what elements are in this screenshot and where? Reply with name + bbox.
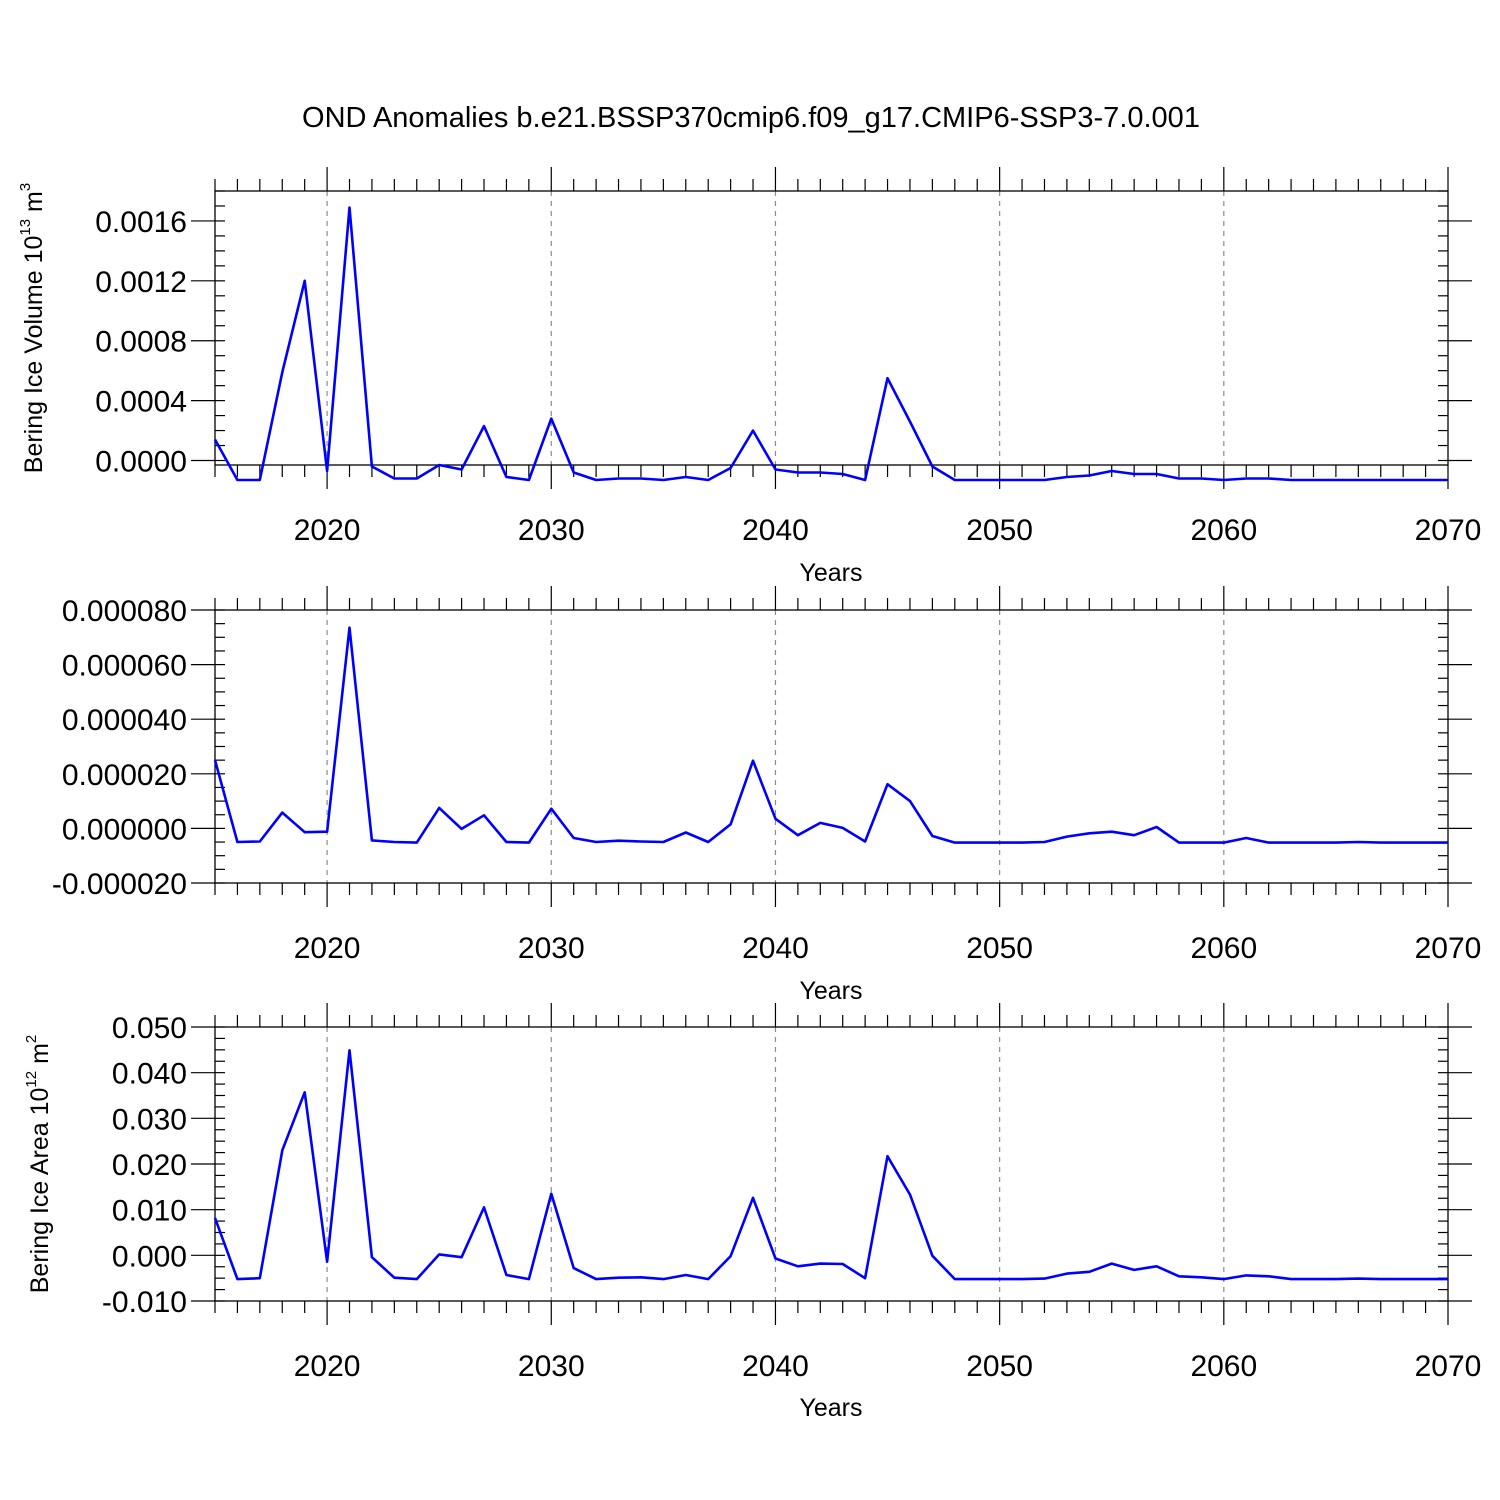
panel-middle: -0.000020 0.000000 0.000020 0.000040 0.00006… (52, 586, 1482, 1005)
x-tick-label: 2060 (1190, 1350, 1257, 1383)
y-tick-label: 0.010 (112, 1195, 187, 1228)
x-tick-label: 2050 (966, 932, 1033, 965)
y-tick-label: 0.000000 (62, 813, 187, 846)
y-tick-label: 0.0004 (95, 386, 187, 419)
y-tick-labels: -0.000020 0.000000 0.000020 0.000040 0.00006… (52, 595, 187, 901)
plot-frame (214, 1026, 1449, 1302)
x-gridlines (326, 191, 1225, 465)
y-tick-labels: 0.0000 0.0004 0.0008 0.0012 0.0016 (95, 206, 187, 479)
x-tick-label: 2020 (294, 514, 361, 547)
series-line (213, 206, 1448, 482)
y-tick-label: 0.030 (112, 1103, 187, 1136)
y-tick-label: 0.0008 (95, 326, 187, 359)
x-tick-label: 2060 (1190, 514, 1257, 547)
axis-ticks (191, 586, 1472, 907)
y-tick-label: -0.010 (102, 1286, 187, 1319)
x-tick-label: 2070 (1415, 932, 1482, 965)
x-gridlines (326, 1027, 1225, 1301)
y-tick-label: 0.000080 (62, 595, 187, 628)
y-tick-label: 0.040 (112, 1058, 187, 1091)
x-tick-label: 2050 (966, 514, 1033, 547)
y-tick-labels: -0.010 0.000 0.010 0.020 0.030 0.040 0.050 (102, 1012, 187, 1319)
y-tick-label: 0.020 (112, 1149, 187, 1182)
y-tick-label: 0.000040 (62, 704, 187, 737)
x-tick-label: 2040 (742, 1350, 809, 1383)
x-tick-label: 2040 (742, 932, 809, 965)
x-tick-label: 2060 (1190, 932, 1257, 965)
panel-ice-area: -0.010 0.000 0.010 0.020 0.030 0.040 0.050 202… (23, 1003, 1481, 1422)
y-axis-title: Bering Ice Volume 1013 m3 (17, 183, 48, 473)
axis-ticks (191, 1003, 1472, 1325)
y-tick-label: 0.000 (112, 1240, 187, 1273)
x-axis-title: Years (799, 1394, 862, 1422)
x-tick-label: 2020 (294, 932, 361, 965)
x-tick-label: 2070 (1415, 1350, 1482, 1383)
y-tick-label: 0.0012 (95, 266, 187, 299)
y-tick-label: 0.000060 (62, 650, 187, 683)
y-tick-label: 0.050 (112, 1012, 187, 1045)
series-line (213, 626, 1448, 844)
figure-title: OND Anomalies b.e21.BSSP370cmip6.f09_g17… (302, 102, 1200, 134)
x-tick-label: 2050 (966, 1350, 1033, 1383)
series-line (213, 1049, 1448, 1281)
x-tick-labels: 2020 2030 2040 2050 2060 2070 (294, 1350, 1482, 1383)
x-gridlines (326, 610, 1225, 883)
x-tick-label: 2040 (742, 514, 809, 547)
x-tick-label: 2030 (518, 1350, 585, 1383)
axis-ticks (191, 167, 1472, 489)
y-tick-label: 0.000020 (62, 759, 187, 792)
x-tick-label: 2020 (294, 1350, 361, 1383)
y-tick-label: -0.000020 (52, 868, 187, 901)
x-tick-label: 2030 (518, 932, 585, 965)
y-tick-label: 0.0000 (95, 446, 187, 479)
x-tick-labels: 2020 2030 2040 2050 2060 2070 (294, 514, 1482, 547)
y-axis-title: Bering Ice Area 1012 m2 (23, 1035, 54, 1294)
x-axis-title: Years (799, 977, 862, 1005)
x-axis-title: Years (799, 559, 862, 587)
x-tick-labels: 2020 2030 2040 2050 2060 2070 (294, 932, 1482, 965)
x-tick-label: 2070 (1415, 514, 1482, 547)
x-tick-label: 2030 (518, 514, 585, 547)
plot-frame (214, 190, 1449, 466)
y-tick-label: 0.0016 (95, 206, 187, 239)
